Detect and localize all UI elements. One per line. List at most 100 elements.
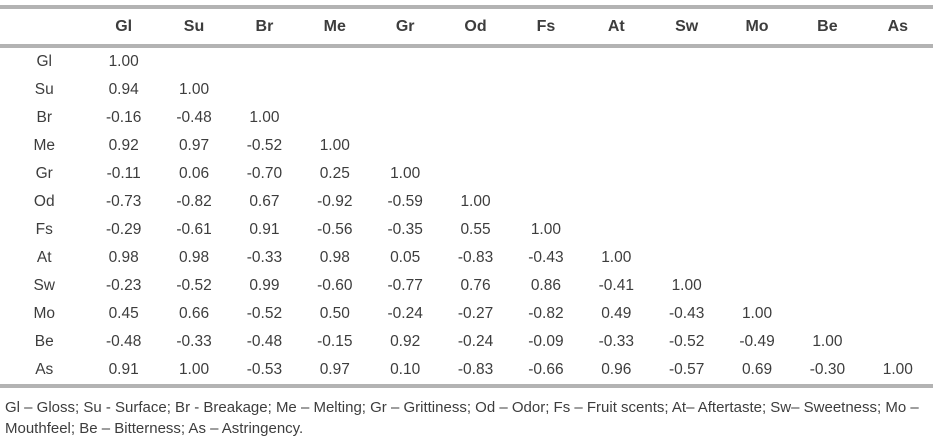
corr-cell-gr-br: -0.70 <box>246 165 283 182</box>
table-row-sw: Sw -0.23 -0.52 0.99 -0.60 -0.77 0.76 0.86 -0.41 1… <box>0 272 933 300</box>
corr-cell-be-me: -0.15 <box>317 333 353 350</box>
corner-cell <box>0 7 89 48</box>
table-row-at: At 0.98 0.98 -0.33 0.98 0.05 -0.83 -0.43 1.00 <box>0 244 933 272</box>
row-header-as: As <box>0 356 89 388</box>
corr-cell-fs-su: -0.61 <box>176 221 212 238</box>
corr-cell-fs-gr: -0.35 <box>387 221 423 238</box>
corr-cell-at-gl: 0.98 <box>108 249 139 266</box>
table-header: Gl Su Br Me Gr Od Fs At Sw Mo Be As <box>0 7 933 48</box>
empty-cell <box>863 328 933 356</box>
empty-cell <box>370 76 440 104</box>
row-header-su: Su <box>34 81 54 98</box>
empty-cell <box>440 46 510 76</box>
corr-cell-su-su: 1.00 <box>178 81 210 98</box>
column-header-fs: Fs <box>510 7 582 48</box>
empty-cell <box>651 244 721 272</box>
corr-cell-me-me: 1.00 <box>319 137 350 154</box>
empty-cell <box>511 132 581 160</box>
column-header-gl: Gl <box>88 7 159 48</box>
empty-cell <box>229 46 299 76</box>
corr-cell-as-gl: 0.91 <box>88 356 159 388</box>
corr-cell-me-su: 0.97 <box>178 137 210 154</box>
corr-cell-mo-fs: -0.82 <box>528 305 564 322</box>
corr-cell-od-od: 1.00 <box>460 193 491 210</box>
row-header-mo: Mo <box>33 305 55 322</box>
row-header-sw: Sw <box>33 277 55 294</box>
column-header-br: Br <box>229 7 300 48</box>
corr-cell-be-be: 1.00 <box>812 333 843 350</box>
corr-cell-be-od: -0.24 <box>457 333 494 350</box>
column-header-be: Be <box>792 7 863 48</box>
empty-cell <box>863 216 933 244</box>
empty-cell <box>792 104 862 132</box>
corr-cell-as-as: 1.00 <box>862 356 933 388</box>
corr-cell-as-at: 0.96 <box>581 356 652 388</box>
corr-cell-me-br: -0.52 <box>246 137 283 154</box>
empty-cell <box>863 188 933 216</box>
empty-cell <box>511 160 581 188</box>
empty-cell <box>581 216 651 244</box>
empty-cell <box>792 272 862 300</box>
empty-cell <box>651 188 721 216</box>
corr-cell-be-gr: 0.92 <box>390 333 421 350</box>
corr-cell-as-br: -0.53 <box>229 356 300 388</box>
empty-cell <box>581 104 651 132</box>
corr-cell-be-gl: -0.48 <box>105 333 142 350</box>
corr-cell-mo-at: 0.49 <box>601 305 632 322</box>
column-header-od: Od <box>440 7 511 48</box>
empty-cell <box>440 104 510 132</box>
empty-cell <box>370 104 440 132</box>
empty-cell <box>300 46 370 76</box>
corr-cell-mo-od: -0.27 <box>457 305 494 322</box>
corr-cell-gl-gl: 1.00 <box>108 53 139 70</box>
table-row-gr: Gr -0.11 0.06 -0.70 0.25 1.00 <box>0 160 933 188</box>
empty-cell <box>863 46 933 76</box>
corr-cell-be-fs: -0.09 <box>528 333 564 350</box>
row-header-fs: Fs <box>35 221 53 238</box>
corr-cell-as-sw: -0.57 <box>651 356 722 388</box>
empty-cell <box>300 104 370 132</box>
corr-cell-mo-me: 0.50 <box>319 305 350 322</box>
empty-cell <box>581 160 651 188</box>
corr-cell-sw-od: 0.76 <box>460 277 491 294</box>
corr-cell-at-at: 1.00 <box>601 249 632 266</box>
row-header-gl: Gl <box>36 53 52 70</box>
empty-cell <box>722 244 792 272</box>
empty-cell <box>792 216 862 244</box>
empty-cell <box>792 244 862 272</box>
footnote-line-2: Mouthfeel; Be – Bitterness; As – Astring… <box>5 420 304 437</box>
corr-cell-od-su: -0.82 <box>176 193 212 210</box>
corr-cell-mo-gl: 0.45 <box>108 305 139 322</box>
corr-cell-fs-od: 0.55 <box>460 221 491 238</box>
corr-cell-at-od: -0.83 <box>457 249 494 266</box>
table-body: Gl 1.00 Su 0.94 1.00 Br -0.16 -0.48 1.00 Me 0.92 0.… <box>0 46 933 388</box>
corr-cell-sw-su: -0.52 <box>176 277 212 294</box>
corr-cell-gr-gr: 1.00 <box>390 165 421 182</box>
column-header-at: At <box>581 7 652 48</box>
empty-cell <box>722 216 792 244</box>
row-header-gr: Gr <box>35 165 53 182</box>
corr-cell-od-gr: -0.59 <box>387 193 423 210</box>
table-row-as: As 0.91 1.00 -0.53 0.97 0.10 -0.83 -0.66 0.96 -0.… <box>0 356 933 388</box>
corr-cell-as-fs: -0.66 <box>510 356 582 388</box>
corr-cell-su-gl: 0.94 <box>108 81 139 98</box>
corr-cell-sw-fs: 0.86 <box>530 277 561 294</box>
empty-cell <box>792 160 862 188</box>
corr-cell-sw-gl: -0.23 <box>105 277 142 294</box>
table-row-me: Me 0.92 0.97 -0.52 1.00 <box>0 132 933 160</box>
empty-cell <box>300 76 370 104</box>
corr-cell-sw-sw: 1.00 <box>671 277 702 294</box>
empty-cell <box>863 244 933 272</box>
empty-cell <box>651 216 721 244</box>
corr-cell-br-su: -0.48 <box>176 109 212 126</box>
footnote-line-1: Gl – Gloss; Su - Surface; Br - Breakage;… <box>5 399 919 416</box>
corr-cell-gr-su: 0.06 <box>178 165 210 182</box>
corr-cell-be-at: -0.33 <box>598 333 634 350</box>
column-header-su: Su <box>158 7 230 48</box>
correlation-table-container: Gl Su Br Me Gr Od Fs At Sw Mo Be As Gl 1.00 Su 0.94 1.0… <box>0 5 933 388</box>
empty-cell <box>792 188 862 216</box>
column-header-mo: Mo <box>721 7 793 48</box>
table-row-su: Su 0.94 1.00 <box>0 76 933 104</box>
corr-cell-as-be: -0.30 <box>792 356 863 388</box>
corr-cell-as-od: -0.83 <box>440 356 511 388</box>
